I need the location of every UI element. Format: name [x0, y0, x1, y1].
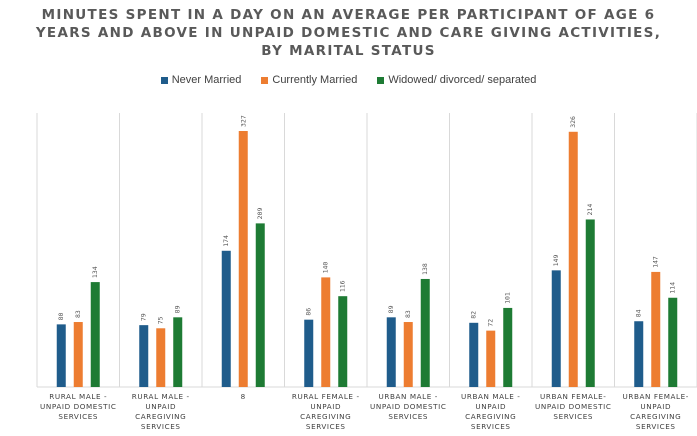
data-label: 174	[222, 235, 230, 247]
chart-legend: Never Married Currently Married Widowed/…	[0, 74, 697, 86]
data-label: 140	[322, 262, 330, 274]
bar	[338, 296, 348, 387]
bar	[585, 219, 595, 387]
bar	[238, 131, 248, 387]
category-label-line: CAREGIVING	[135, 412, 186, 421]
category-label-line: SERVICES	[58, 412, 98, 421]
category-label-line: CAREGIVING	[630, 412, 681, 421]
category-label-line: SERVICES	[388, 412, 428, 421]
category-label-line: URBAN MALE -	[378, 392, 438, 401]
category-label-line: UNPAID	[310, 402, 341, 411]
chart-title: MINUTES SPENT IN A DAY ON AN AVERAGE PER…	[0, 6, 697, 60]
category-label: URBAN FEMALE-UNPAID CAREGIVING SERVICES	[623, 392, 690, 431]
bar	[668, 297, 678, 387]
data-label: 149	[552, 255, 560, 267]
bar	[156, 328, 166, 387]
bar	[56, 324, 66, 387]
category-label-line: RURAL MALE -	[49, 392, 107, 401]
bar	[139, 325, 149, 387]
chart-title-line: YEARS AND ABOVE IN UNPAID DOMESTIC AND C…	[35, 25, 662, 41]
category-label-line: UNPAID DOMESTIC	[535, 402, 611, 411]
category-label-line: UNPAID DOMESTIC	[40, 402, 116, 411]
category-label-line: SERVICES	[553, 412, 593, 421]
data-label: 83	[74, 310, 82, 318]
category-label-line: SERVICES	[306, 422, 346, 431]
data-label: 116	[339, 280, 347, 292]
category-label: URBAN MALE -UNPAID CAREGIVING SERVICES	[461, 392, 521, 431]
category-label-line: RURAL FEMALE -	[292, 392, 360, 401]
data-label: 326	[569, 116, 577, 128]
data-label: 114	[669, 282, 677, 294]
bar	[386, 317, 396, 387]
data-label: 80	[57, 312, 65, 320]
data-label: 147	[652, 256, 660, 268]
category-label: RURAL FEMALE -UNPAID CAREGIVING SERVICES	[292, 392, 360, 431]
category-label-line: UNPAID	[475, 402, 506, 411]
category-label-line: RURAL MALE -	[132, 392, 190, 401]
bar	[486, 330, 496, 387]
bar	[651, 271, 661, 387]
chart-title-line: BY MARITAL STATUS	[261, 43, 436, 59]
legend-swatch	[377, 76, 385, 84]
category-label: RURAL MALE -UNPAID DOMESTIC SERVICES	[40, 392, 116, 421]
bar	[420, 278, 430, 387]
chart-title-line: MINUTES SPENT IN A DAY ON AN AVERAGE PER…	[41, 7, 656, 23]
category-label-line: URBAN FEMALE-	[623, 392, 690, 401]
bar	[503, 307, 513, 387]
data-label: 72	[487, 319, 495, 327]
category-label-line: URBAN FEMALE-	[540, 392, 607, 401]
bar	[173, 317, 183, 387]
data-label: 214	[586, 204, 594, 216]
data-label: 101	[504, 292, 512, 304]
category-label: URBAN MALE -UNPAID DOMESTIC SERVICES	[370, 392, 446, 421]
data-label: 134	[91, 266, 99, 278]
legend-label: Never Married	[171, 74, 242, 86]
data-label: 89	[174, 305, 182, 313]
bar	[90, 282, 100, 387]
bar	[469, 322, 479, 387]
bar	[221, 250, 231, 387]
data-label: 84	[635, 309, 643, 317]
category-label-line: CAREGIVING	[465, 412, 516, 421]
legend-item: Widowed/ divorced/ separated	[377, 74, 536, 86]
category-label-line: 8	[241, 392, 246, 401]
data-label: 82	[470, 311, 478, 319]
bar	[304, 319, 314, 387]
data-label: 75	[157, 316, 165, 324]
bar	[403, 322, 413, 387]
bar	[321, 277, 331, 387]
bar	[73, 322, 83, 387]
category-label: URBAN FEMALE-UNPAID DOMESTIC SERVICES	[535, 392, 611, 421]
data-label: 86	[305, 308, 313, 316]
legend-item: Never Married	[160, 74, 242, 86]
category-label-line: UNPAID	[145, 402, 176, 411]
bar	[255, 223, 265, 387]
legend-label: Widowed/ divorced/ separated	[388, 74, 537, 86]
data-label: 138	[421, 263, 429, 275]
category-label-line: SERVICES	[141, 422, 181, 431]
bar	[568, 131, 578, 387]
category-label-line: UNPAID	[640, 402, 671, 411]
data-label: 209	[256, 208, 264, 220]
category-label-line: CAREGIVING	[300, 412, 351, 421]
legend-swatch	[160, 76, 168, 84]
category-label-line: UNPAID DOMESTIC	[370, 402, 446, 411]
category-label-line: URBAN MALE -	[461, 392, 521, 401]
bar	[634, 321, 644, 387]
data-label: 79	[140, 313, 148, 321]
data-label: 89	[387, 305, 395, 313]
bar	[551, 270, 561, 387]
category-label: RURAL MALE -UNPAID CAREGIVING SERVICES	[132, 392, 190, 431]
category-label-line: SERVICES	[471, 422, 511, 431]
legend-swatch	[261, 76, 269, 84]
data-label: 327	[239, 115, 247, 127]
legend-label: Currently Married	[272, 74, 358, 86]
legend-item: Currently Married	[261, 74, 357, 86]
category-label-line: SERVICES	[636, 422, 676, 431]
category-label: 8	[241, 392, 246, 401]
data-label: 83	[404, 310, 412, 318]
